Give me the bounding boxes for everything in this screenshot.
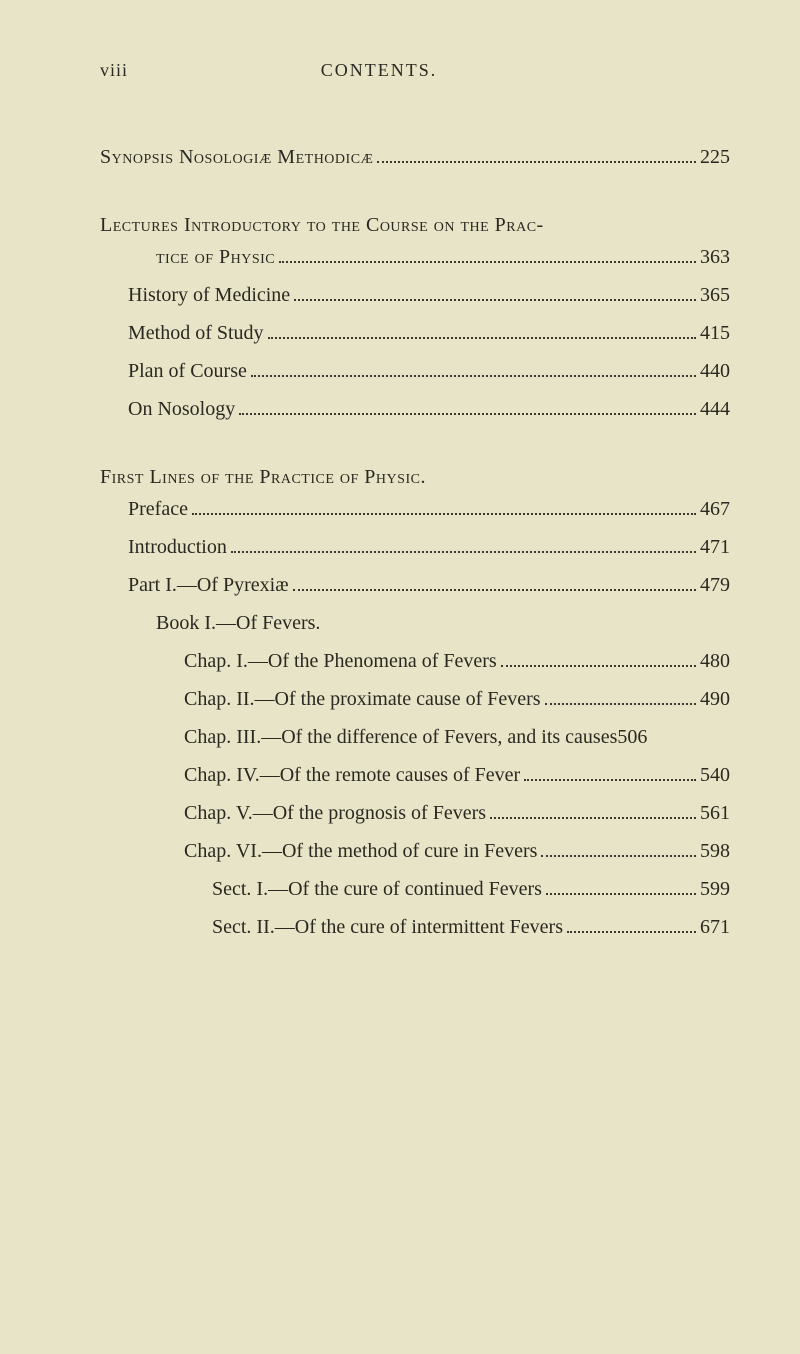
toc-label: Chap. V.—Of the prognosis of Fevers [184, 797, 486, 829]
toc-label: Preface [128, 493, 188, 525]
toc-label: Chap. IV.—Of the remote causes of Fever [184, 759, 520, 791]
toc-page: 415 [700, 317, 730, 349]
toc-label: Book I.—Of Fevers. [156, 607, 320, 639]
toc-page: 467 [700, 493, 730, 525]
toc-page: 440 [700, 355, 730, 387]
toc-entry-book1: Book I.—Of Fevers. [100, 607, 730, 639]
toc-dots [231, 551, 696, 553]
toc-page: 540 [700, 759, 730, 791]
toc-dots [501, 665, 696, 667]
toc-dots [567, 931, 696, 933]
toc-page: 671 [700, 911, 730, 943]
toc-dots [546, 893, 696, 895]
toc-entry-plan: Plan of Course 440 [100, 355, 730, 387]
toc-dots [192, 513, 696, 515]
toc-page: 561 [700, 797, 730, 829]
toc-dots [268, 337, 696, 339]
toc-dots [251, 375, 696, 377]
toc-dots [279, 261, 696, 263]
toc-label: Plan of Course [128, 355, 247, 387]
toc-entry-nosology: On Nosology 444 [100, 393, 730, 425]
toc-page: 506 [617, 721, 647, 753]
toc-dots [377, 161, 696, 163]
toc-page: 480 [700, 645, 730, 677]
toc-entry-introduction: Introduction 471 [100, 531, 730, 563]
toc-page: 598 [700, 835, 730, 867]
toc-label: Part I.—Of Pyrexiæ [128, 569, 289, 601]
toc-entry-lectures-heading: Lectures Introductory to the Course on t… [100, 209, 730, 273]
toc-entry-chap3: Chap. III.—Of the difference of Fevers, … [100, 721, 730, 753]
toc-dots [239, 413, 696, 415]
toc-label: Introduction [128, 531, 227, 563]
toc-entry-chap1: Chap. I.—Of the Phenomena of Fevers 480 [100, 645, 730, 677]
toc-entry-sect2: Sect. II.—Of the cure of intermittent Fe… [100, 911, 730, 943]
lectures-line2-row: tice of Physic 363 [100, 241, 730, 273]
toc-entry-method: Method of Study 415 [100, 317, 730, 349]
toc-dots [545, 703, 696, 705]
lectures-line1: Lectures Introductory to the Course on t… [100, 209, 730, 241]
toc-entry-sect1: Sect. I.—Of the cure of continued Fevers… [100, 873, 730, 905]
first-lines-heading: First Lines of the Practice of Physic. [100, 461, 730, 493]
toc-entry-preface: Preface 467 [100, 493, 730, 525]
lectures-line2: tice of Physic [156, 241, 275, 273]
toc-dots [541, 855, 696, 857]
toc-entry-part1: Part I.—Of Pyrexiæ 479 [100, 569, 730, 601]
toc-page: 599 [700, 873, 730, 905]
header-title: CONTENTS. [321, 60, 438, 81]
toc-page: 479 [700, 569, 730, 601]
section-spacer [100, 179, 730, 209]
toc-dots [293, 589, 696, 591]
toc-page: 365 [700, 279, 730, 311]
toc-entry-chap6: Chap. VI.—Of the method of cure in Fever… [100, 835, 730, 867]
toc-entry-synopsis: Synopsis Nosologiæ Methodicæ 225 [100, 141, 730, 173]
toc-dots [294, 299, 696, 301]
section-spacer [100, 431, 730, 461]
toc-label: Chap. III.—Of the difference of Fevers, … [184, 721, 617, 753]
toc-dots [490, 817, 696, 819]
toc-page: 490 [700, 683, 730, 715]
toc-label: Chap. II.—Of the proximate cause of Feve… [184, 683, 541, 715]
toc-label: Sect. I.—Of the cure of continued Fevers [212, 873, 542, 905]
page-header: viii CONTENTS. [100, 60, 730, 81]
toc-label: Chap. I.—Of the Phenomena of Fevers [184, 645, 497, 677]
toc-label: History of Medicine [128, 279, 290, 311]
page-roman-numeral: viii [100, 60, 128, 81]
toc-page: 471 [700, 531, 730, 563]
toc-label: Sect. II.—Of the cure of intermittent Fe… [212, 911, 563, 943]
toc-entry-history: History of Medicine 365 [100, 279, 730, 311]
toc-page: 225 [700, 141, 730, 173]
toc-entry-chap5: Chap. V.—Of the prognosis of Fevers 561 [100, 797, 730, 829]
toc-entry-chap4: Chap. IV.—Of the remote causes of Fever … [100, 759, 730, 791]
toc-dots [524, 779, 696, 781]
toc-label: Chap. VI.—Of the method of cure in Fever… [184, 835, 537, 867]
toc-label: Method of Study [128, 317, 264, 349]
toc-label: On Nosology [128, 393, 235, 425]
toc-label: Synopsis Nosologiæ Methodicæ [100, 141, 373, 173]
toc-page: 444 [700, 393, 730, 425]
toc-page: 363 [700, 241, 730, 273]
toc-entry-chap2: Chap. II.—Of the proximate cause of Feve… [100, 683, 730, 715]
